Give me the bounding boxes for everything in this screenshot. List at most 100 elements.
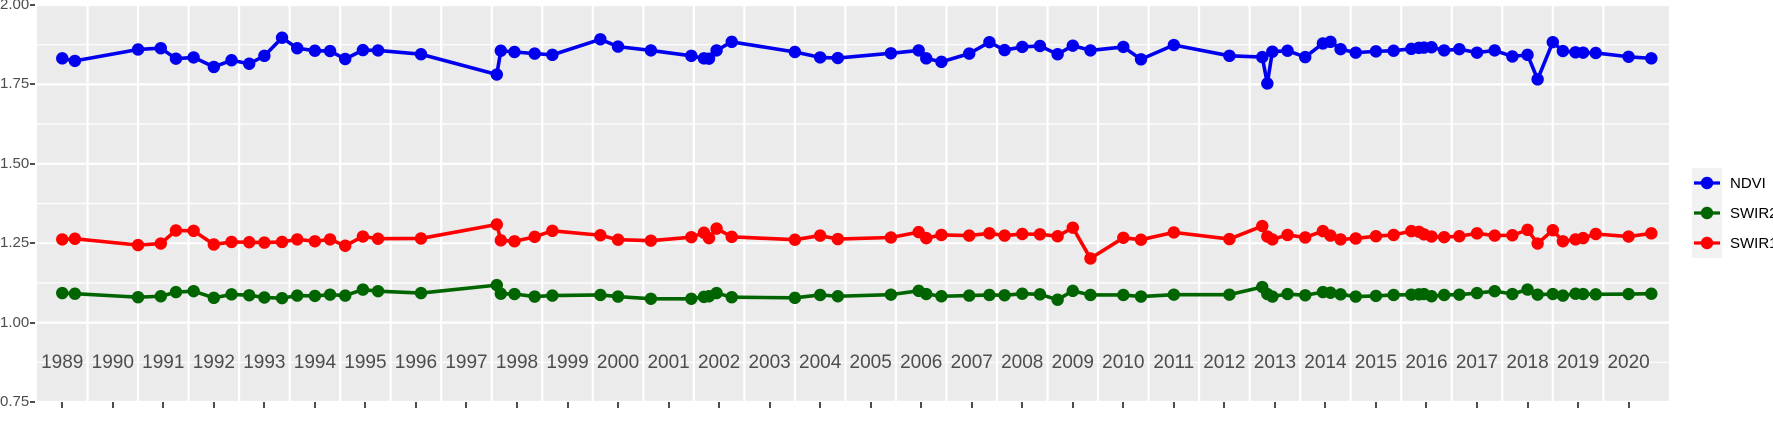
data-point (1349, 46, 1362, 59)
data-point (935, 228, 948, 242)
data-point (788, 45, 802, 59)
data-point (207, 60, 221, 74)
data-point (644, 44, 658, 57)
data-point (546, 224, 559, 238)
data-point (685, 230, 698, 244)
x-tick-mark (1172, 402, 1175, 408)
data-point (243, 289, 256, 302)
x-tick-mark (516, 402, 518, 408)
data-point (725, 35, 738, 49)
x-tick-label: 2005 (849, 352, 892, 373)
data-point (1556, 289, 1570, 302)
data-point (1576, 46, 1590, 59)
y-tick-label: 2.00 (0, 0, 30, 13)
data-point (1531, 237, 1544, 250)
x-tick-label: 2002 (697, 352, 741, 373)
data-point (1016, 287, 1029, 300)
x-tick-mark (313, 402, 316, 408)
data-point (1066, 221, 1079, 234)
data-point (594, 229, 607, 242)
x-tick-label: 2019 (1556, 352, 1600, 373)
data-point (323, 44, 337, 58)
data-point (187, 284, 200, 298)
data-point (243, 57, 256, 70)
data-point (508, 287, 521, 301)
data-point (963, 229, 976, 242)
data-point (494, 234, 508, 247)
data-point (56, 233, 69, 246)
x-tick-mark (566, 402, 569, 408)
data-point (225, 235, 238, 249)
data-point (414, 286, 428, 300)
series-swir2 (56, 278, 1658, 306)
data-point (131, 43, 145, 56)
data-point (323, 233, 337, 246)
x-tick-mark (1526, 402, 1529, 408)
x-tick-mark (1476, 402, 1478, 408)
data-point (1281, 287, 1294, 301)
data-point (1033, 39, 1047, 53)
legend-key-icon (1694, 236, 1720, 250)
data-point (702, 231, 716, 245)
data-point (1117, 231, 1130, 244)
data-point (1334, 288, 1347, 301)
x-tick-mark (869, 402, 872, 408)
data-point (1256, 50, 1269, 64)
data-point (356, 43, 370, 57)
data-point (1546, 35, 1559, 49)
data-point (1016, 40, 1029, 54)
data-point (1349, 290, 1362, 303)
legend-dot (1700, 176, 1714, 190)
legend-item-swir2[interactable]: SWIR2 (1692, 198, 1773, 228)
data-point (225, 288, 238, 301)
y-tick-label: 1.00 (0, 313, 30, 331)
data-point (490, 218, 503, 231)
data-point (831, 51, 845, 65)
data-point (998, 229, 1011, 242)
legend-key-icon (1694, 206, 1720, 220)
data-point (1051, 48, 1064, 61)
data-point (1589, 227, 1602, 241)
data-point (1589, 288, 1602, 301)
data-point (1425, 230, 1438, 243)
x-tick-mark (1223, 402, 1226, 408)
x-tick-label: 2006 (900, 352, 943, 373)
data-point (884, 231, 898, 244)
data-point (371, 284, 385, 298)
x-tick-label: 2007 (950, 352, 993, 373)
data-point (1117, 40, 1130, 54)
gridlines (37, 3, 1669, 404)
x-tick-label: 2000 (596, 352, 640, 373)
data-point (935, 290, 948, 303)
data-point (243, 236, 256, 249)
legend-item-ndvi[interactable]: NDVI (1692, 168, 1772, 198)
data-point (1437, 288, 1451, 302)
x-tick-mark (1273, 402, 1276, 408)
data-point (1266, 45, 1279, 58)
data-point (611, 40, 625, 53)
data-point (258, 236, 271, 249)
data-point (1576, 231, 1590, 245)
data-point (884, 47, 898, 60)
data-point (1324, 229, 1337, 242)
x-tick-mark (617, 402, 620, 408)
data-point (68, 287, 82, 300)
data-point (1369, 230, 1383, 243)
x-tick-label: 2004 (799, 352, 842, 373)
series-ndvi (56, 31, 1658, 90)
x-tick-mark (111, 402, 114, 408)
data-point (963, 47, 976, 60)
data-point (884, 288, 898, 301)
data-point (1622, 50, 1635, 63)
data-point (371, 44, 385, 57)
data-point (935, 55, 948, 69)
data-point (187, 224, 200, 238)
legend-item-swir1[interactable]: SWIR1 (1692, 228, 1773, 258)
data-point (983, 288, 996, 302)
data-point (339, 289, 352, 302)
data-point (308, 44, 322, 57)
data-point (1299, 231, 1312, 244)
data-point (813, 51, 827, 64)
data-point (685, 49, 698, 63)
